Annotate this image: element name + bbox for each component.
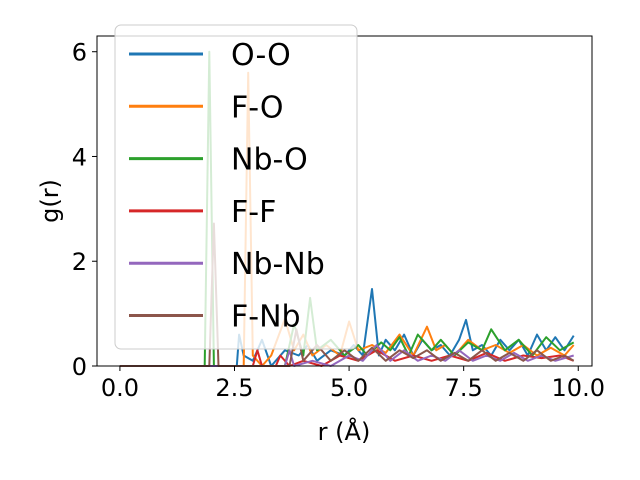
y-tick-label: 6: [72, 39, 87, 67]
x-axis-label: r (Å): [318, 417, 371, 446]
y-axis-ticks: 0 2 4 6: [72, 39, 97, 381]
y-axis-label: g(r): [36, 179, 64, 223]
x-tick-label: 0.0: [101, 374, 139, 402]
y-tick-label: 0: [72, 353, 87, 381]
x-tick-label: 5.0: [330, 374, 368, 402]
x-axis-ticks: 0.0 2.5 5.0 7.5 10.0: [101, 366, 605, 402]
x-tick-label: 2.5: [215, 374, 253, 402]
series-line-nb-nb: [119, 344, 574, 367]
series-line-f-nb: [119, 222, 575, 367]
legend: O-O F-O Nb-O F-F Nb-Nb F-Nb: [114, 24, 358, 350]
legend-label-nb-o: Nb-O: [231, 143, 308, 178]
legend-label-nb-nb: Nb-Nb: [231, 247, 325, 282]
x-tick-label: 10.0: [552, 374, 605, 402]
y-tick-label: 2: [72, 248, 87, 276]
legend-label-f-nb: F-Nb: [231, 300, 301, 335]
x-tick-label: 7.5: [445, 374, 483, 402]
legend-label-f-o: F-O: [231, 90, 284, 125]
legend-label-f-f: F-F: [231, 195, 276, 230]
legend-label-o-o: O-O: [231, 38, 291, 73]
y-tick-label: 4: [72, 143, 87, 171]
